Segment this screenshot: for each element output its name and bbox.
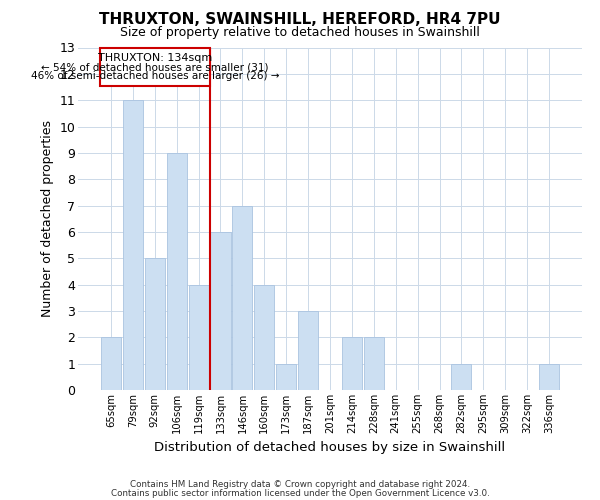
Bar [254,284,274,390]
Bar [211,232,230,390]
Bar [342,338,362,390]
Bar [145,258,165,390]
Y-axis label: Number of detached properties: Number of detached properties [41,120,54,318]
FancyBboxPatch shape [100,48,209,86]
Text: Contains HM Land Registry data © Crown copyright and database right 2024.: Contains HM Land Registry data © Crown c… [130,480,470,489]
Bar [123,100,143,390]
Text: Size of property relative to detached houses in Swainshill: Size of property relative to detached ho… [120,26,480,39]
X-axis label: Distribution of detached houses by size in Swainshill: Distribution of detached houses by size … [154,442,506,454]
Bar [539,364,559,390]
Bar [298,311,318,390]
Text: Contains public sector information licensed under the Open Government Licence v3: Contains public sector information licen… [110,488,490,498]
Text: ← 54% of detached houses are smaller (31): ← 54% of detached houses are smaller (31… [41,62,269,72]
Text: 46% of semi-detached houses are larger (26) →: 46% of semi-detached houses are larger (… [31,71,279,81]
Bar [276,364,296,390]
Bar [167,153,187,390]
Text: THRUXTON, SWAINSHILL, HEREFORD, HR4 7PU: THRUXTON, SWAINSHILL, HEREFORD, HR4 7PU [99,12,501,28]
Bar [232,206,253,390]
Bar [188,284,209,390]
Bar [101,338,121,390]
Bar [364,338,384,390]
Bar [451,364,472,390]
Text: THRUXTON: 134sqm: THRUXTON: 134sqm [98,53,212,63]
